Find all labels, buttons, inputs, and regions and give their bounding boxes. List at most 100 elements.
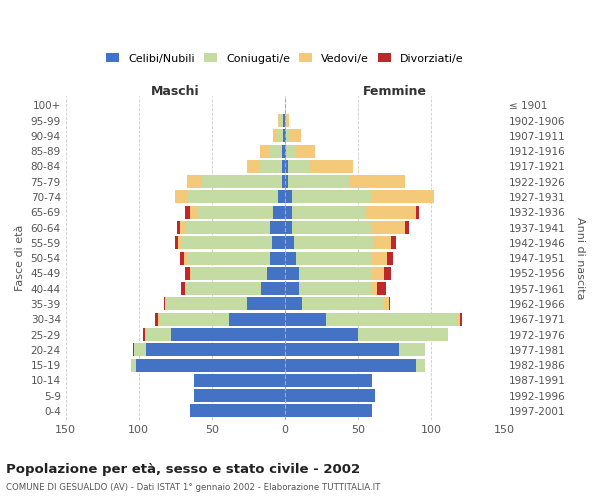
Text: Maschi: Maschi (151, 84, 200, 98)
Bar (285, 328, 358, 341)
Bar (389, 298, 390, 310)
Bar (136, 358, 285, 372)
Bar (164, 298, 165, 310)
Bar (282, 175, 285, 188)
Bar (283, 130, 285, 142)
Bar (383, 298, 389, 310)
Bar (282, 160, 285, 173)
Bar (365, 206, 416, 218)
Bar (179, 221, 185, 234)
Bar (190, 267, 191, 280)
Bar (293, 236, 374, 250)
Bar (285, 267, 299, 280)
Bar (175, 236, 178, 250)
Bar (282, 144, 285, 158)
Legend: Celibi/Nubili, Coniugati/e, Vedovi/e, Divorziati/e: Celibi/Nubili, Coniugati/e, Vedovi/e, Di… (103, 50, 467, 67)
Bar (270, 252, 285, 264)
Bar (292, 190, 373, 203)
Bar (374, 236, 391, 250)
Bar (384, 267, 391, 280)
Bar (143, 328, 145, 341)
Bar (187, 190, 278, 203)
Bar (197, 206, 273, 218)
Bar (285, 236, 293, 250)
Bar (181, 236, 272, 250)
Bar (404, 221, 409, 234)
Bar (134, 344, 146, 356)
Bar (288, 160, 310, 173)
Y-axis label: Anni di nascita: Anni di nascita (575, 217, 585, 300)
Bar (292, 206, 365, 218)
Bar (181, 282, 185, 295)
Bar (185, 267, 190, 280)
Bar (178, 236, 181, 250)
Bar (247, 298, 285, 310)
Bar (229, 312, 285, 326)
Bar (285, 114, 286, 127)
Bar (286, 130, 289, 142)
Bar (457, 312, 460, 326)
Bar (175, 190, 187, 203)
Bar (292, 221, 373, 234)
Bar (285, 404, 373, 417)
Bar (285, 175, 288, 188)
Bar (288, 175, 349, 188)
Bar (285, 298, 302, 310)
Bar (259, 160, 282, 173)
Bar (191, 267, 267, 280)
Bar (285, 282, 299, 295)
Bar (133, 344, 134, 356)
Bar (176, 221, 179, 234)
Bar (285, 130, 286, 142)
Bar (131, 358, 136, 372)
Bar (260, 144, 269, 158)
Bar (165, 298, 166, 310)
Bar (373, 252, 387, 264)
Bar (190, 404, 285, 417)
Bar (269, 144, 282, 158)
Bar (159, 312, 229, 326)
Bar (460, 312, 461, 326)
Bar (285, 144, 286, 158)
Bar (270, 221, 285, 234)
Bar (283, 114, 285, 127)
Bar (285, 344, 399, 356)
Text: Popolazione per età, sesso e stato civile - 2002: Popolazione per età, sesso e stato civil… (6, 462, 360, 475)
Bar (278, 130, 283, 142)
Bar (272, 236, 285, 250)
Bar (399, 344, 425, 356)
Bar (349, 175, 404, 188)
Bar (194, 389, 285, 402)
Bar (299, 267, 373, 280)
Bar (278, 190, 285, 203)
Bar (179, 252, 184, 264)
Bar (310, 160, 353, 173)
Bar (166, 298, 247, 310)
Bar (295, 144, 316, 158)
Bar (158, 312, 159, 326)
Bar (358, 328, 448, 341)
Bar (285, 312, 326, 326)
Bar (387, 252, 393, 264)
Bar (273, 206, 285, 218)
Bar (262, 282, 285, 295)
Bar (184, 252, 188, 264)
Bar (190, 206, 197, 218)
Bar (185, 206, 190, 218)
Bar (416, 206, 419, 218)
Bar (296, 252, 373, 264)
Bar (285, 358, 416, 372)
Bar (373, 282, 377, 295)
Bar (280, 114, 283, 127)
Bar (377, 282, 386, 295)
Bar (171, 328, 285, 341)
Bar (146, 344, 285, 356)
Bar (299, 282, 373, 295)
Bar (285, 190, 292, 203)
Bar (273, 130, 278, 142)
Bar (373, 221, 404, 234)
Bar (286, 144, 295, 158)
Bar (326, 312, 457, 326)
Bar (416, 358, 425, 372)
Bar (289, 130, 301, 142)
